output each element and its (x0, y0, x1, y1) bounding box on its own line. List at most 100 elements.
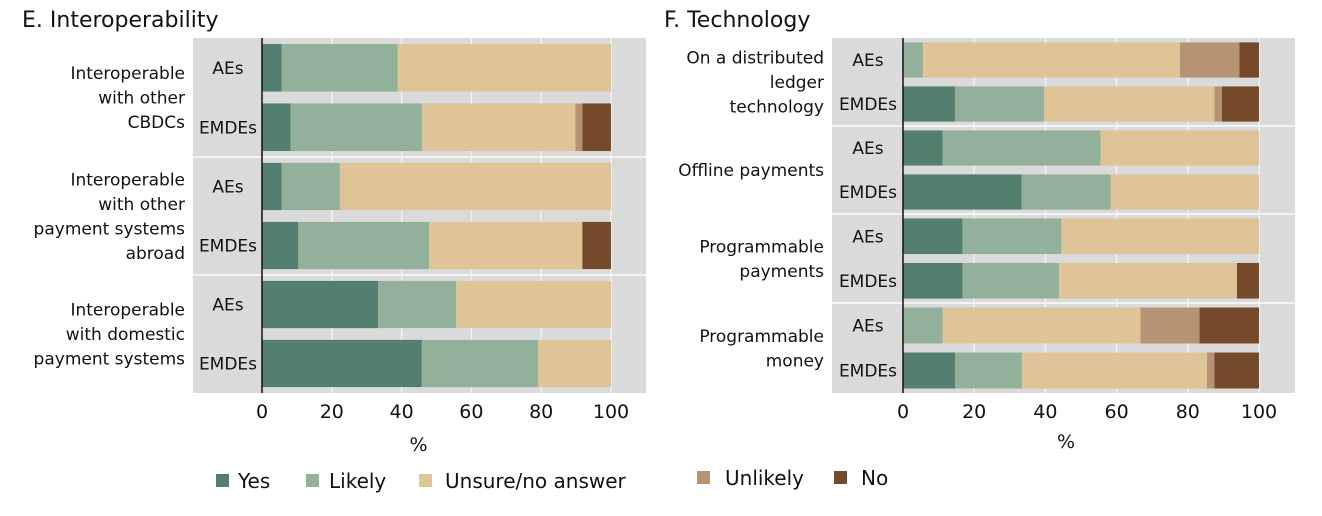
x-tick-label: 40 (1033, 401, 1057, 423)
legend-swatch (834, 471, 847, 484)
x-tick-label: 0 (256, 401, 268, 423)
bar-likely (290, 103, 422, 152)
category-label: CBDCs (128, 113, 185, 133)
legend-label: Unlikely (725, 466, 804, 490)
x-axis-label: % (1057, 431, 1075, 453)
bar-no (1221, 86, 1259, 122)
bar-yes (262, 103, 291, 152)
bar-likely (954, 352, 1022, 389)
row-label: EMDEs (199, 355, 257, 375)
legend-label: Unsure/no answer (445, 469, 627, 493)
bar-yes (262, 280, 379, 329)
x-tick-label: 20 (962, 401, 986, 423)
legend-swatch (216, 474, 229, 487)
category-label: payment systems (34, 350, 186, 370)
bar-yes (903, 174, 1022, 210)
x-tick-label: 20 (320, 401, 344, 423)
bar-unsure-no-answer (922, 42, 1180, 78)
row-label: AEs (852, 227, 883, 247)
bar-yes (903, 262, 963, 299)
row-label: AEs (852, 139, 883, 159)
category-label: with other (98, 195, 185, 215)
x-tick-label: 100 (593, 401, 629, 423)
bar-unlikely (1207, 352, 1215, 389)
row-label: AEs (212, 59, 243, 79)
x-axis-label: % (409, 434, 427, 456)
bar-likely (281, 162, 340, 211)
bar-likely (903, 307, 943, 344)
category-label: Programmable (699, 327, 824, 347)
x-tick-label: 100 (1241, 401, 1277, 423)
row-label: AEs (852, 317, 883, 337)
bar-unsure-no-answer (942, 307, 1141, 344)
bar-yes (903, 218, 963, 255)
bar-unlikely (1214, 86, 1222, 122)
bar-unsure-no-answer (456, 280, 611, 329)
x-tick-label: 80 (1176, 401, 1200, 423)
bar-no (1236, 262, 1259, 299)
bar-unsure-no-answer (429, 221, 583, 270)
bar-unlikely (1140, 307, 1200, 344)
bar-unsure-no-answer (538, 339, 611, 388)
bar-yes (903, 352, 955, 389)
bar-likely (954, 86, 1044, 122)
category-label: payments (739, 262, 824, 282)
row-label: AEs (852, 51, 883, 71)
bar-yes (262, 162, 282, 211)
bar-no (582, 221, 611, 270)
category-label: Offline payments (678, 161, 824, 181)
chart-title: F. Technology (664, 8, 810, 33)
category-label: with other (98, 89, 185, 109)
bar-likely (1021, 174, 1111, 210)
row-label: AEs (212, 296, 243, 316)
category-label: Programmable (699, 237, 824, 257)
bar-likely (281, 43, 398, 92)
legend-swatch (697, 471, 710, 484)
bar-unsure-no-answer (1021, 352, 1208, 389)
bar-yes (262, 221, 299, 270)
category-label: Interoperable (70, 301, 185, 321)
bar-unsure-no-answer (1043, 86, 1215, 122)
bar-unsure-no-answer (1110, 174, 1259, 210)
category-label: with domestic (66, 325, 185, 345)
bar-likely (378, 280, 457, 329)
legend-label: Yes (237, 469, 270, 493)
bar-likely (298, 221, 430, 270)
category-label: abroad (126, 244, 185, 264)
category-label: Interoperable (70, 64, 185, 84)
bar-unlikely (1179, 42, 1240, 78)
bar-yes (262, 43, 282, 92)
bar-unsure-no-answer (1061, 218, 1259, 255)
bar-yes (903, 86, 955, 122)
bar-unsure-no-answer (1100, 130, 1259, 166)
legend-label: Likely (329, 469, 386, 493)
category-label: payment systems (34, 219, 186, 239)
bar-no (1199, 307, 1259, 344)
category-label: ledger (770, 73, 824, 93)
bar-yes (903, 130, 943, 166)
category-label: Interoperable (70, 170, 185, 190)
bar-unsure-no-answer (397, 43, 611, 92)
bar-unsure-no-answer (421, 103, 576, 152)
bar-no (1239, 42, 1259, 78)
legend-swatch (306, 474, 319, 487)
bar-likely (962, 218, 1062, 255)
legend-label: No (861, 466, 888, 490)
bar-unsure-no-answer (339, 162, 611, 211)
bar-likely (942, 130, 1101, 166)
x-tick-label: 40 (390, 401, 414, 423)
x-tick-label: 60 (459, 401, 483, 423)
row-label: EMDEs (839, 183, 897, 203)
row-label: EMDEs (199, 237, 257, 257)
row-label: AEs (212, 178, 243, 198)
bar-likely (421, 339, 539, 388)
chart-title: E. Interoperability (22, 8, 218, 33)
legend-swatch (419, 474, 432, 487)
bar-no (582, 103, 611, 152)
category-label: technology (730, 98, 824, 118)
bar-yes (262, 339, 422, 388)
category-label: On a distributed (686, 49, 824, 69)
row-label: EMDEs (839, 95, 897, 115)
category-label: money (766, 351, 824, 371)
